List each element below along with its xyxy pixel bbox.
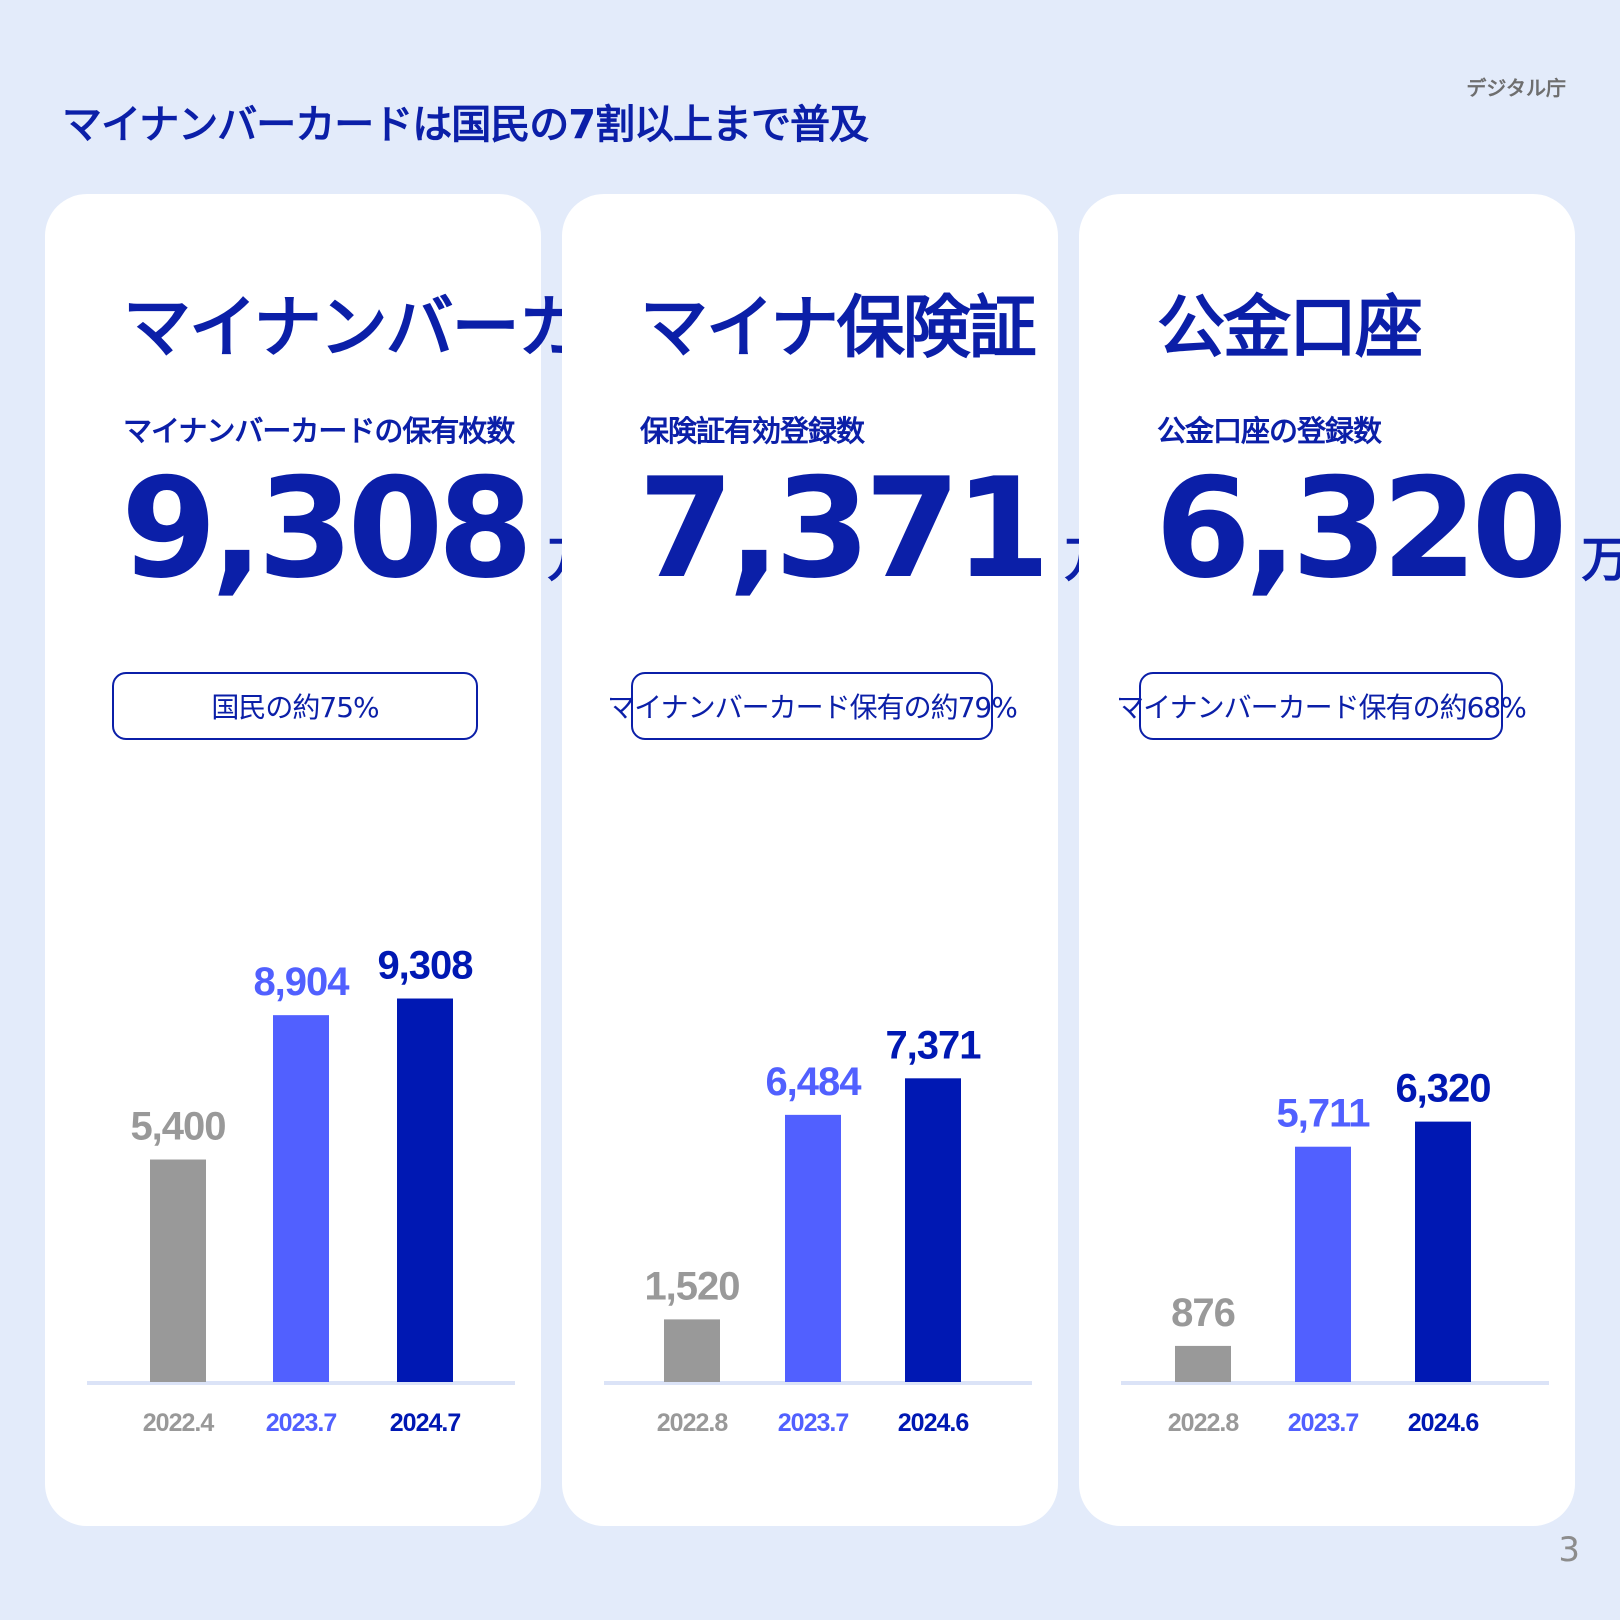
bar-value-label: 9,308: [377, 944, 473, 988]
card-subtitle: マイナンバーカードの保有枚数: [123, 414, 515, 448]
bar-value-label: 8,904: [253, 960, 350, 1004]
bar-chart: 5,400 2022.4 8,904 2023.7 9,308 2024.7: [87, 944, 515, 1437]
bar-value-label: 7,371: [885, 1023, 981, 1067]
bar-2024.7: [397, 998, 453, 1382]
bar-2023.7: [785, 1114, 841, 1382]
category-label: 2022.4: [143, 1409, 215, 1437]
category-label: 2023.7: [1288, 1409, 1359, 1437]
bar-2024.6: [905, 1078, 961, 1382]
bar-value-label: 5,400: [130, 1105, 225, 1149]
bar-value-label: 876: [1171, 1291, 1235, 1335]
bar-value-label: 6,320: [1395, 1067, 1490, 1111]
bar-2023.7: [273, 1015, 329, 1382]
category-label: 2024.6: [898, 1409, 969, 1437]
bar-value-label: 6,484: [765, 1060, 862, 1104]
card-title: マイナ保険証: [640, 289, 1037, 368]
bar-chart: 1,520 2022.8 6,484 2023.7 7,371 2024.6: [604, 1023, 1032, 1437]
page-number: 3: [1558, 1530, 1580, 1570]
category-label: 2024.7: [390, 1409, 461, 1437]
bar-2023.7: [1295, 1146, 1351, 1382]
card-subtitle: 保険証有効登録数: [640, 414, 865, 448]
bar-value-label: 1,520: [644, 1264, 739, 1308]
metric-value: 7,371: [638, 448, 1051, 609]
bar-2022.4: [150, 1159, 206, 1382]
card-subtitle: 公金口座の登録数: [1157, 414, 1382, 448]
ratio-badge: マイナンバーカード保有の約79%: [607, 672, 1018, 740]
metric-unit: 万件: [1581, 532, 1620, 588]
ratio-badge: 国民の約75%: [112, 672, 478, 740]
ratio-badge: マイナンバーカード保有の約68%: [1116, 672, 1527, 740]
category-label: 2024.6: [1408, 1409, 1479, 1437]
bar-value-label: 5,711: [1277, 1092, 1371, 1136]
page-title: マイナンバーカードは国民の7割以上まで普及: [62, 102, 869, 148]
card-title: 公金口座: [1157, 289, 1423, 368]
category-label: 2023.7: [266, 1409, 337, 1437]
category-label: 2022.8: [1168, 1409, 1240, 1437]
card-public-account: 公金口座 公金口座の登録数 6,320万件 マイナンバーカード保有の約68% 8…: [1079, 194, 1620, 1526]
metric-value: 9,308: [121, 448, 534, 609]
card-my-number-card: マイナンバーカード マイナンバーカードの保有枚数 9,308万枚 国民の約75%…: [45, 194, 718, 1526]
card-my-na-insurance: マイナ保険証 保険証有効登録数 7,371万件 マイナンバーカード保有の約79%…: [562, 194, 1160, 1526]
bar-2022.8: [1175, 1345, 1231, 1382]
metric-value: 6,320: [1155, 448, 1568, 609]
metric: 6,320万件: [1155, 460, 1620, 598]
bar-chart: 876 2022.8 5,711 2023.7 6,320 2024.6: [1121, 1067, 1549, 1437]
bar-2024.6: [1415, 1121, 1471, 1382]
org-name: デジタル庁: [1466, 76, 1566, 100]
category-label: 2022.8: [657, 1409, 729, 1437]
bar-2022.8: [664, 1319, 720, 1382]
category-label: 2023.7: [778, 1409, 849, 1437]
